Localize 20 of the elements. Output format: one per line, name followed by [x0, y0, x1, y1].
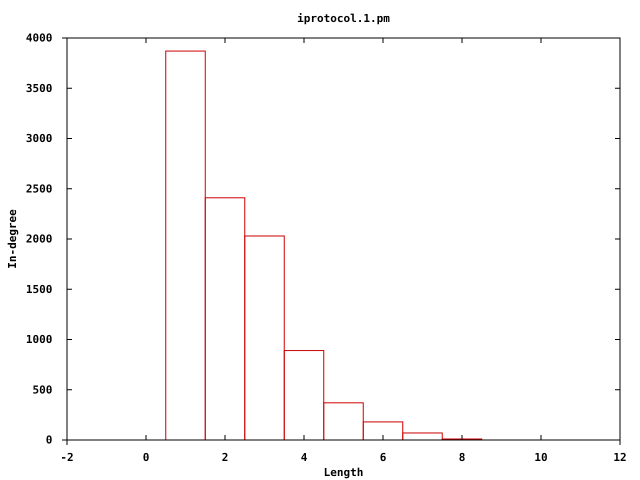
y-tick-label: 500 [32, 383, 52, 396]
x-tick-label: 10 [534, 451, 548, 464]
x-tick-label: 4 [300, 451, 308, 464]
x-tick-label: 8 [458, 451, 466, 464]
x-tick-label: 6 [380, 451, 387, 464]
x-axis-title: Length [324, 466, 364, 479]
y-tick-label: 4000 [26, 32, 52, 45]
x-tick-label: 12 [613, 451, 627, 464]
y-tick-label: 3500 [26, 82, 52, 95]
y-tick-label: 3000 [26, 132, 52, 146]
y-tick-label: 1500 [26, 282, 52, 296]
x-tick-label: -2 [60, 451, 74, 464]
x-tick-label: 2 [222, 451, 228, 464]
y-tick-label: 1000 [26, 333, 52, 346]
y-tick-label: 2000 [26, 232, 52, 246]
y-tick-label: 0 [46, 434, 52, 447]
chart-title: iprotocol.1.pm [297, 12, 390, 25]
x-tick-label: 0 [142, 451, 150, 464]
y-axis-title: In-degree [6, 208, 19, 269]
y-tick-label: 2500 [26, 182, 52, 196]
